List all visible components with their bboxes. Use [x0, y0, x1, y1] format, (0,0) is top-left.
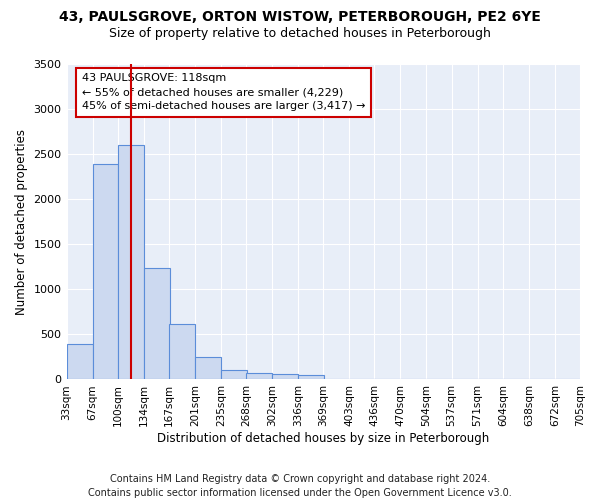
Text: 43 PAULSGROVE: 118sqm
← 55% of detached houses are smaller (4,229)
45% of semi-d: 43 PAULSGROVE: 118sqm ← 55% of detached …: [82, 74, 365, 112]
Bar: [169, 324, 195, 380]
Bar: [118, 145, 144, 380]
Text: Size of property relative to detached houses in Peterborough: Size of property relative to detached ho…: [109, 28, 491, 40]
Bar: [67, 344, 92, 380]
Text: 43, PAULSGROVE, ORTON WISTOW, PETERBOROUGH, PE2 6YE: 43, PAULSGROVE, ORTON WISTOW, PETERBOROU…: [59, 10, 541, 24]
Y-axis label: Number of detached properties: Number of detached properties: [15, 128, 28, 314]
Bar: [144, 268, 170, 380]
Bar: [246, 372, 272, 380]
Bar: [92, 164, 118, 380]
X-axis label: Distribution of detached houses by size in Peterborough: Distribution of detached houses by size …: [157, 432, 490, 445]
Text: Contains HM Land Registry data © Crown copyright and database right 2024.
Contai: Contains HM Land Registry data © Crown c…: [88, 474, 512, 498]
Bar: [272, 374, 298, 380]
Bar: [221, 370, 247, 380]
Bar: [195, 357, 221, 380]
Bar: [298, 374, 324, 380]
